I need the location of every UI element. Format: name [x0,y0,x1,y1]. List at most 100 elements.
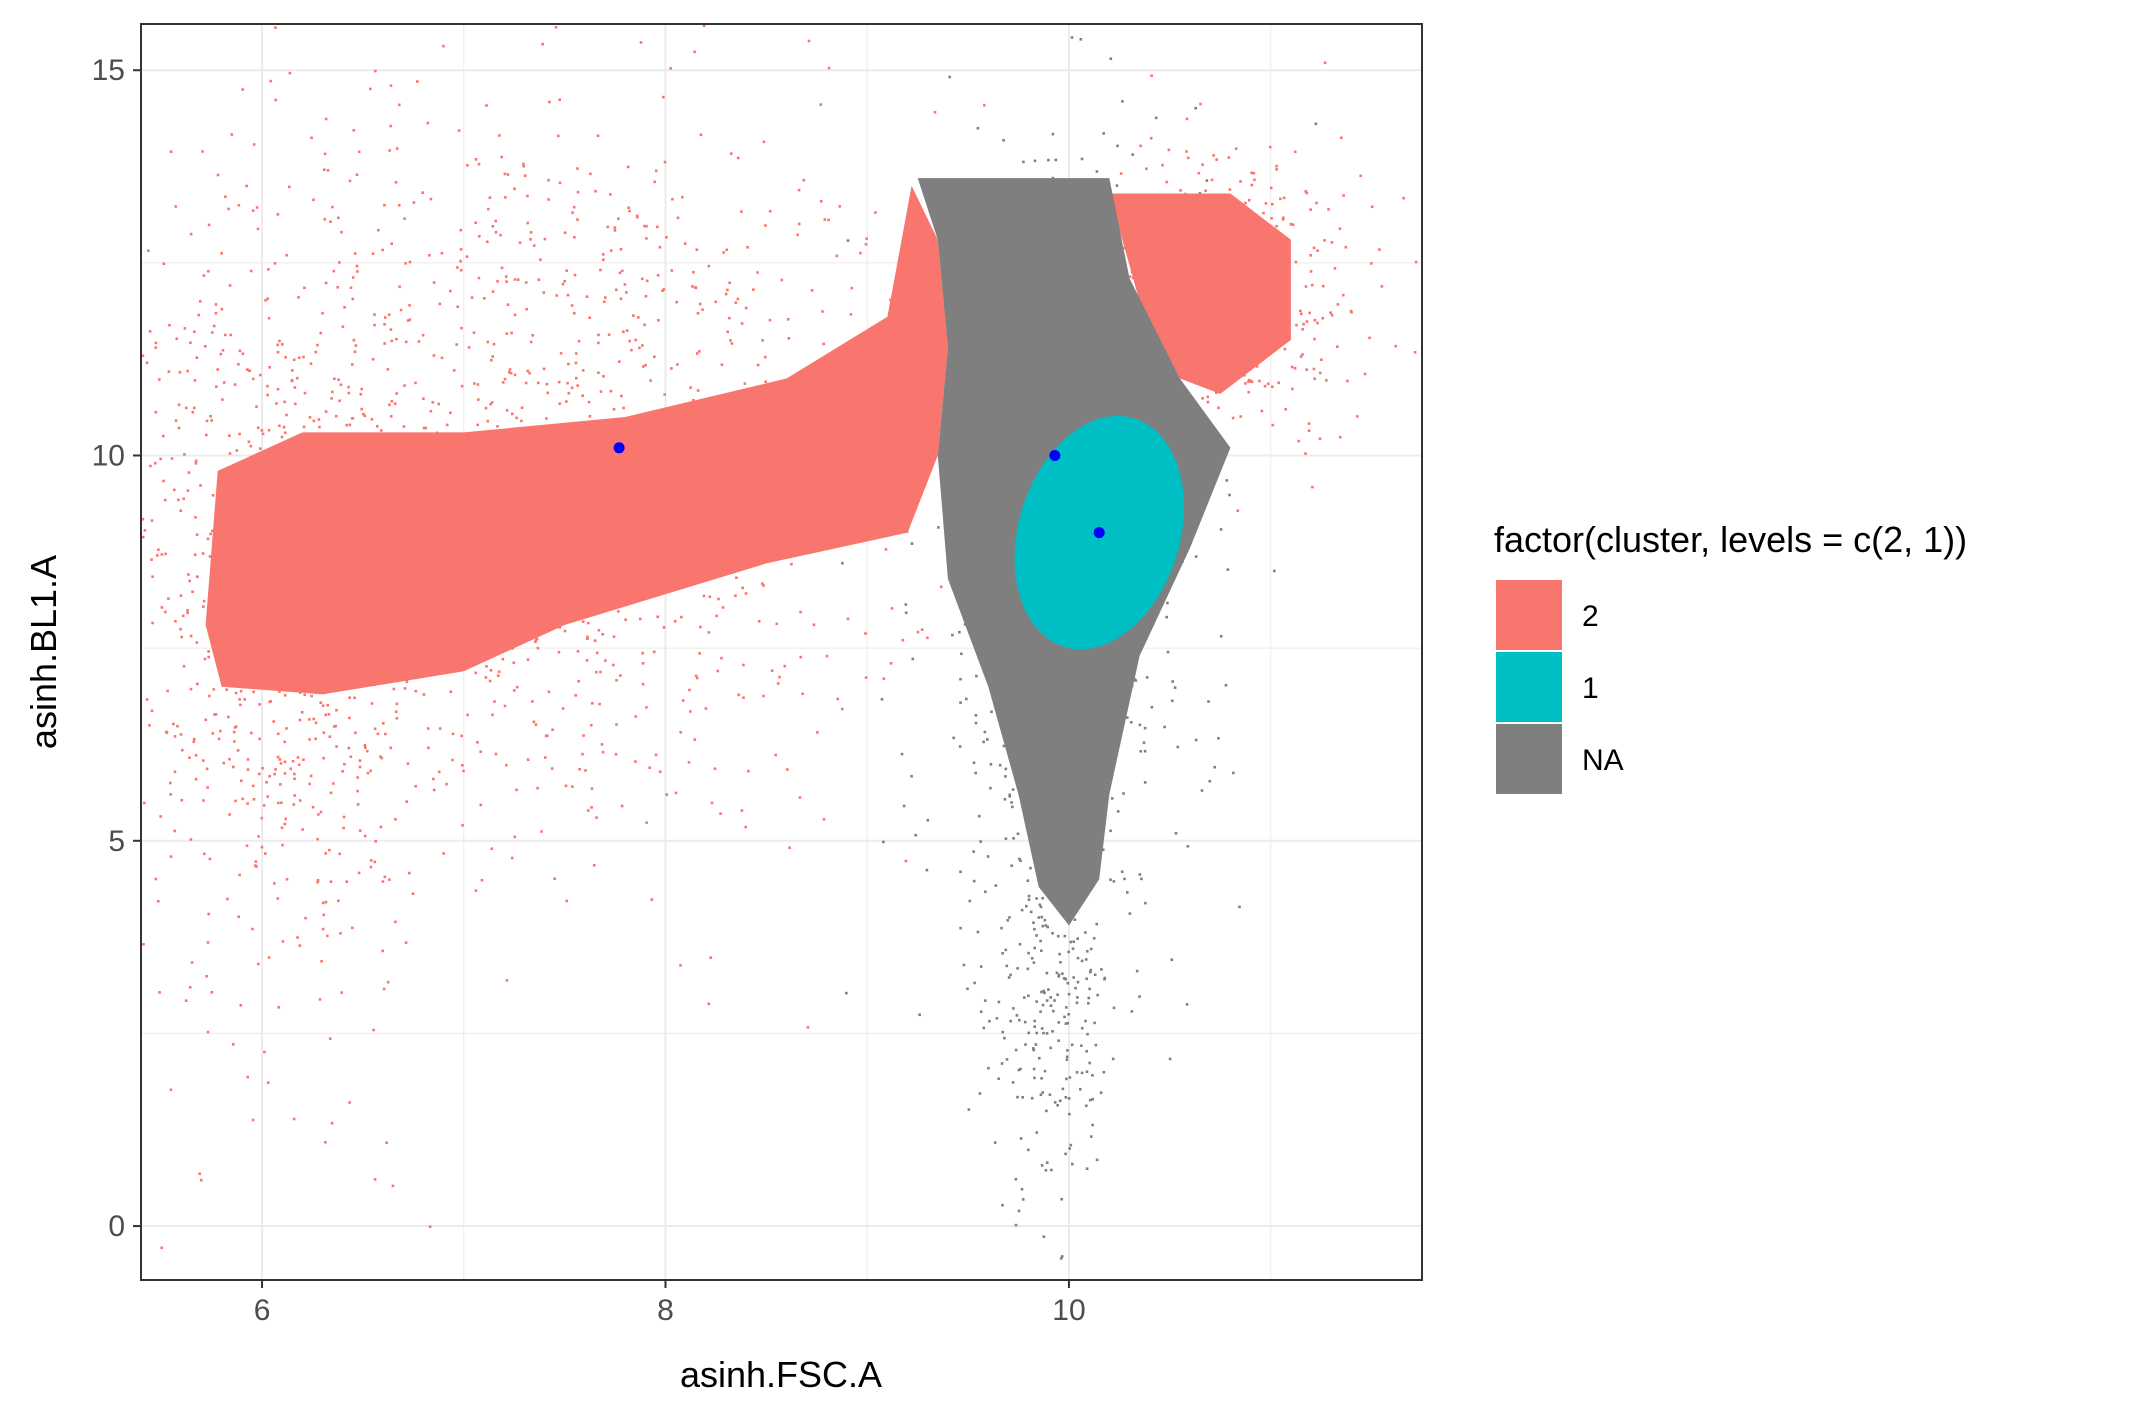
cluster-2-point [566,381,569,385]
cluster-2-point [1271,385,1274,389]
cluster-2-point [432,777,435,781]
cluster-2-point [1359,174,1362,178]
cluster-na-point [1004,837,1008,840]
cluster-2-point [312,198,315,202]
cluster-na-point [1072,976,1075,979]
cluster-na-point [1170,958,1174,961]
cluster-2-point [295,376,299,380]
cluster-na-point [1020,1188,1024,1191]
cluster-2-point [1271,202,1274,206]
cluster-na-point [1025,904,1028,908]
cluster-2-point [422,397,425,400]
cluster-2-point [615,679,618,682]
cluster-na-point [983,730,987,734]
cluster-na-point [1047,988,1050,991]
cluster-na-point [1035,897,1038,900]
cluster-2-point [175,337,179,341]
cluster-2-point [457,129,461,132]
cluster-2-point [165,730,168,734]
cluster-na-point [1026,967,1030,971]
cluster-na-point [1071,947,1075,950]
cluster-2-point [850,286,854,290]
cluster-2-point [456,266,459,269]
cluster-2-point [207,270,210,273]
cluster-na-point [1130,721,1133,724]
cluster-2-point [641,277,644,281]
cluster-2-point [273,772,276,776]
cluster-2-point [150,709,154,713]
cluster-na-point [976,930,980,934]
cluster-na-point [1121,100,1124,103]
cluster-2-point [269,700,272,703]
cluster-2-point [414,784,417,788]
cluster-na-point [1042,989,1045,993]
cluster-2-point [291,759,295,763]
cluster-na-point [959,870,962,874]
cluster-2-point [529,238,532,241]
cluster-2-point [363,834,367,838]
cluster-2-point [588,415,592,418]
cluster-2-point [529,231,533,234]
cluster-2-point [846,617,850,621]
cluster-2-point [558,181,562,185]
cluster-na-point [1040,949,1043,952]
cluster-2-point [565,269,569,272]
cluster-2-point [187,573,190,576]
cluster-2-point [437,770,441,774]
cluster-2-point [632,314,635,317]
cluster-2-point [595,651,599,655]
cluster-na-point [976,126,980,130]
cluster-2-point [394,710,398,714]
cluster-2-point [251,209,255,212]
cluster-na-point [1048,1093,1052,1096]
cluster-na-point [948,75,951,79]
cluster-2-point [210,991,214,994]
cluster-na-point [1076,937,1079,940]
cluster-na-point [1011,788,1015,791]
cluster-2-point [318,998,322,1001]
cluster-na-point [1027,994,1030,998]
cluster-2-point [224,195,227,199]
cluster-na-point [1103,976,1107,980]
x-tick-label: 6 [254,1294,271,1327]
cluster-2-point [256,426,260,430]
cluster-2-point [184,999,188,1002]
cluster-2-point [764,355,767,359]
cluster-2-point [308,738,311,741]
cluster-na-point [1085,1104,1088,1108]
cluster-na-point [1205,179,1209,182]
cluster-2-point [382,987,386,991]
cluster-na-point [1060,1255,1064,1258]
cluster-2-point [335,745,338,748]
cluster-2-point [1310,283,1314,287]
cluster-na-point [910,774,913,778]
cluster-2-point [145,361,149,364]
cluster-2-point [203,657,207,661]
cluster-2-point [787,337,791,340]
cluster-2-point [350,417,354,420]
cluster-2-point [293,386,297,389]
cluster-2-point [198,1172,201,1176]
cluster-2-point [363,744,367,747]
cluster-2-point [459,228,463,232]
cluster-2-point [577,339,581,343]
cluster-2-point [311,805,315,809]
cluster-2-point [455,343,458,346]
cluster-2-point [620,394,623,398]
cluster-2-point [1308,311,1311,315]
cluster-2-point [1304,285,1308,288]
cluster-2-point [214,713,218,716]
cluster-2-point [319,810,323,814]
cluster-2-point [277,801,280,805]
cluster-2-point [812,623,816,627]
cluster-2-point [388,149,391,152]
cluster-2-point [864,632,867,635]
cluster-2-point [920,628,924,631]
cluster-2-point [1239,180,1242,183]
cluster-2-point [1284,408,1287,411]
cluster-2-point [600,743,604,746]
cluster-na-point [1067,1013,1070,1016]
cluster-2-point [432,788,436,792]
cluster-2-point [864,676,868,679]
cluster-2-point [576,190,580,194]
